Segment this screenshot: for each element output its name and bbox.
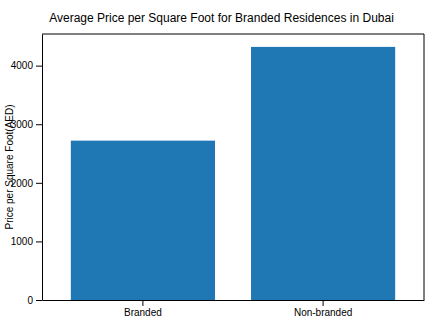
x-tick-label: Non-branded	[294, 307, 352, 318]
axis-line	[42, 35, 43, 301]
x-tick-mark	[323, 300, 324, 306]
y-tick-label: 1000	[11, 236, 34, 247]
bar	[251, 47, 395, 300]
y-tick: 4000	[11, 60, 42, 71]
y-tick-mark	[36, 124, 42, 125]
chart: 0 1000 2000 3000 4000 Branded Non-branded Avera…	[0, 0, 443, 329]
y-tick-mark	[36, 183, 42, 184]
y-tick-label: 4000	[11, 60, 34, 71]
y-axis: 0 1000 2000 3000 4000	[11, 35, 43, 306]
frame	[42, 34, 424, 35]
x-tick: Non-branded	[294, 300, 352, 318]
y-tick: 2000	[11, 178, 42, 189]
plot: 0 1000 2000 3000 4000 Branded Non-branded	[11, 34, 425, 318]
x-axis: Branded Non-branded	[43, 300, 425, 318]
y-tick: 1000	[11, 236, 42, 247]
y-tick-mark	[36, 241, 42, 242]
x-tick: Branded	[124, 300, 162, 318]
bars	[71, 47, 395, 300]
bar	[71, 141, 215, 300]
y-axis-title: Price per Square Foot(AED)	[4, 104, 15, 229]
axis-line	[43, 300, 425, 301]
y-tick-mark	[36, 66, 42, 67]
title: Average Price per Square Foot for Brande…	[49, 11, 394, 25]
x-tick-mark	[142, 300, 143, 306]
x-tick-label: Branded	[124, 307, 162, 318]
y-tick: 0	[27, 295, 42, 306]
frame	[424, 34, 425, 300]
y-tick: 3000	[11, 119, 42, 130]
y-tick-mark	[36, 300, 42, 301]
y-tick-label: 0	[27, 295, 33, 306]
